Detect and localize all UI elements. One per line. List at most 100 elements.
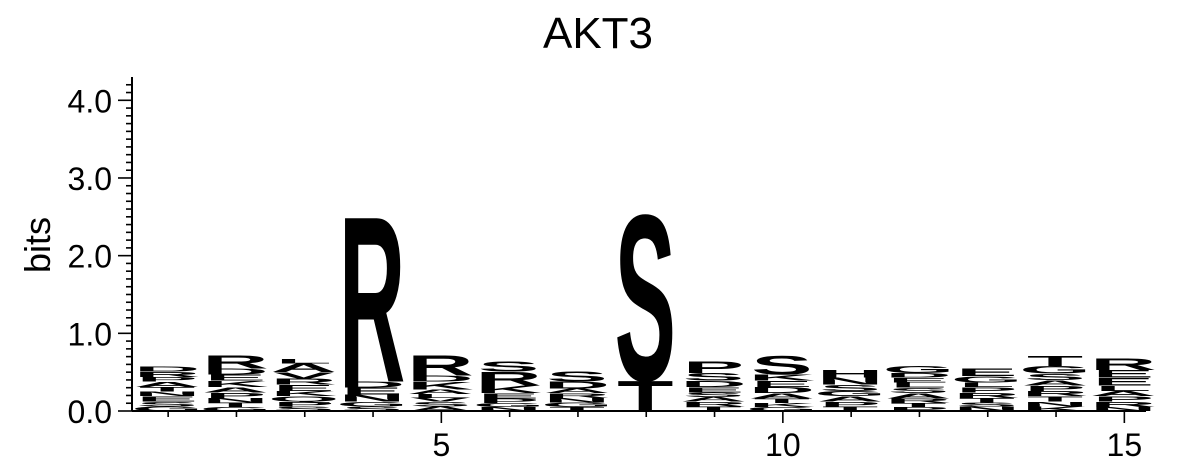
letter-P: P	[683, 358, 744, 376]
letter-N: N	[544, 397, 610, 404]
letter-S: S	[820, 383, 881, 393]
letter-G: G	[473, 402, 544, 408]
letter-K: K	[271, 389, 337, 397]
letter-A: A	[885, 392, 951, 400]
letter-K: K	[475, 383, 541, 395]
y-axis-label: bits	[17, 217, 58, 273]
letter-L: L	[1095, 384, 1151, 392]
letter-R: R	[1022, 389, 1088, 397]
letter-R: R	[407, 349, 473, 381]
letter-L: L	[959, 381, 1015, 388]
letter-R: R	[1090, 400, 1156, 408]
letter-L: L	[276, 358, 332, 365]
y-tick-label: 2.0	[68, 239, 112, 275]
letter-P: P	[1093, 395, 1154, 403]
letter-E: E	[205, 373, 266, 383]
letter-G: G	[200, 406, 271, 412]
y-tick-label: 4.0	[68, 83, 112, 119]
letter-A: A	[1022, 379, 1088, 387]
letter-S: S	[478, 358, 539, 375]
letter-A: A	[407, 388, 473, 395]
letter-T: T	[890, 402, 946, 408]
letter-K: K	[407, 380, 473, 392]
letter-E: E	[137, 395, 198, 403]
letter-A: A	[407, 405, 473, 412]
letter-D: D	[339, 380, 405, 390]
x-tick-label: 15	[1107, 427, 1143, 463]
letter-R: R	[954, 391, 1020, 399]
letter-P: P	[820, 400, 881, 407]
letter-P: P	[205, 391, 266, 399]
letter-K: K	[1022, 405, 1088, 412]
letter-E: E	[751, 379, 812, 389]
letter-K: K	[202, 379, 268, 389]
letter-R: R	[885, 397, 951, 404]
x-tick-label: 5	[432, 427, 450, 463]
letter-E: E	[341, 386, 402, 397]
letter-G: G	[746, 406, 817, 412]
letter-D: D	[544, 380, 610, 391]
letter-K: K	[749, 373, 815, 383]
axes	[131, 77, 1146, 412]
chart-title: AKT3	[543, 9, 653, 58]
letter-S: S	[341, 405, 402, 412]
letter-Q: Q	[268, 395, 339, 403]
letter-R: R	[1090, 355, 1156, 373]
letter-A: A	[544, 387, 610, 394]
letter-D: D	[134, 365, 200, 373]
letter-H: H	[817, 368, 883, 380]
letter-T: T	[685, 405, 741, 412]
letter-R: R	[339, 168, 405, 433]
letter-G: G	[814, 389, 885, 397]
letter-N: N	[134, 390, 200, 397]
letter-A: A	[817, 395, 883, 403]
letter-T: T	[207, 401, 263, 408]
letter-G: G	[951, 374, 1022, 384]
letter-P: P	[137, 376, 198, 383]
letter-N: N	[475, 406, 541, 412]
letter-P: P	[956, 386, 1017, 394]
letter-S: S	[615, 166, 676, 431]
letter-D: D	[749, 385, 815, 395]
letter-E: E	[1093, 368, 1154, 380]
y-tick-label: 0.0	[68, 394, 112, 430]
letter-T: T	[959, 397, 1015, 404]
letter-S: S	[137, 400, 198, 407]
letter-E: E	[888, 376, 949, 383]
letter-A: A	[680, 396, 746, 403]
letter-S: S	[273, 405, 334, 412]
x-axis-ticks: 5 10 15	[167, 411, 1143, 463]
letter-G: G	[131, 405, 202, 412]
letter-N: N	[1090, 406, 1156, 412]
letter-G: G	[1019, 364, 1090, 376]
stack-position-8: TS	[615, 166, 676, 431]
letter-R: R	[202, 352, 268, 372]
letter-T: T	[1027, 352, 1083, 369]
letter-R: R	[134, 370, 200, 378]
letter-A: A	[749, 392, 815, 400]
letter-G: G	[883, 364, 954, 375]
letter-N: N	[954, 405, 1020, 412]
letter-S: S	[546, 368, 607, 385]
letter-R: R	[544, 392, 610, 399]
letter-S: S	[1024, 372, 1085, 382]
letter-S: S	[751, 351, 812, 381]
letter-A: A	[1090, 389, 1156, 397]
letter-D: D	[407, 374, 473, 384]
letter-A: A	[134, 380, 200, 388]
letter-G: G	[541, 401, 612, 408]
letter-D: D	[680, 379, 746, 389]
